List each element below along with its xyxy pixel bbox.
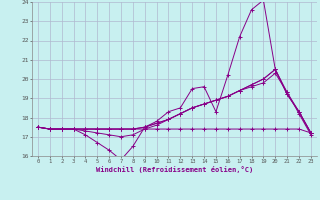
- X-axis label: Windchill (Refroidissement éolien,°C): Windchill (Refroidissement éolien,°C): [96, 166, 253, 173]
